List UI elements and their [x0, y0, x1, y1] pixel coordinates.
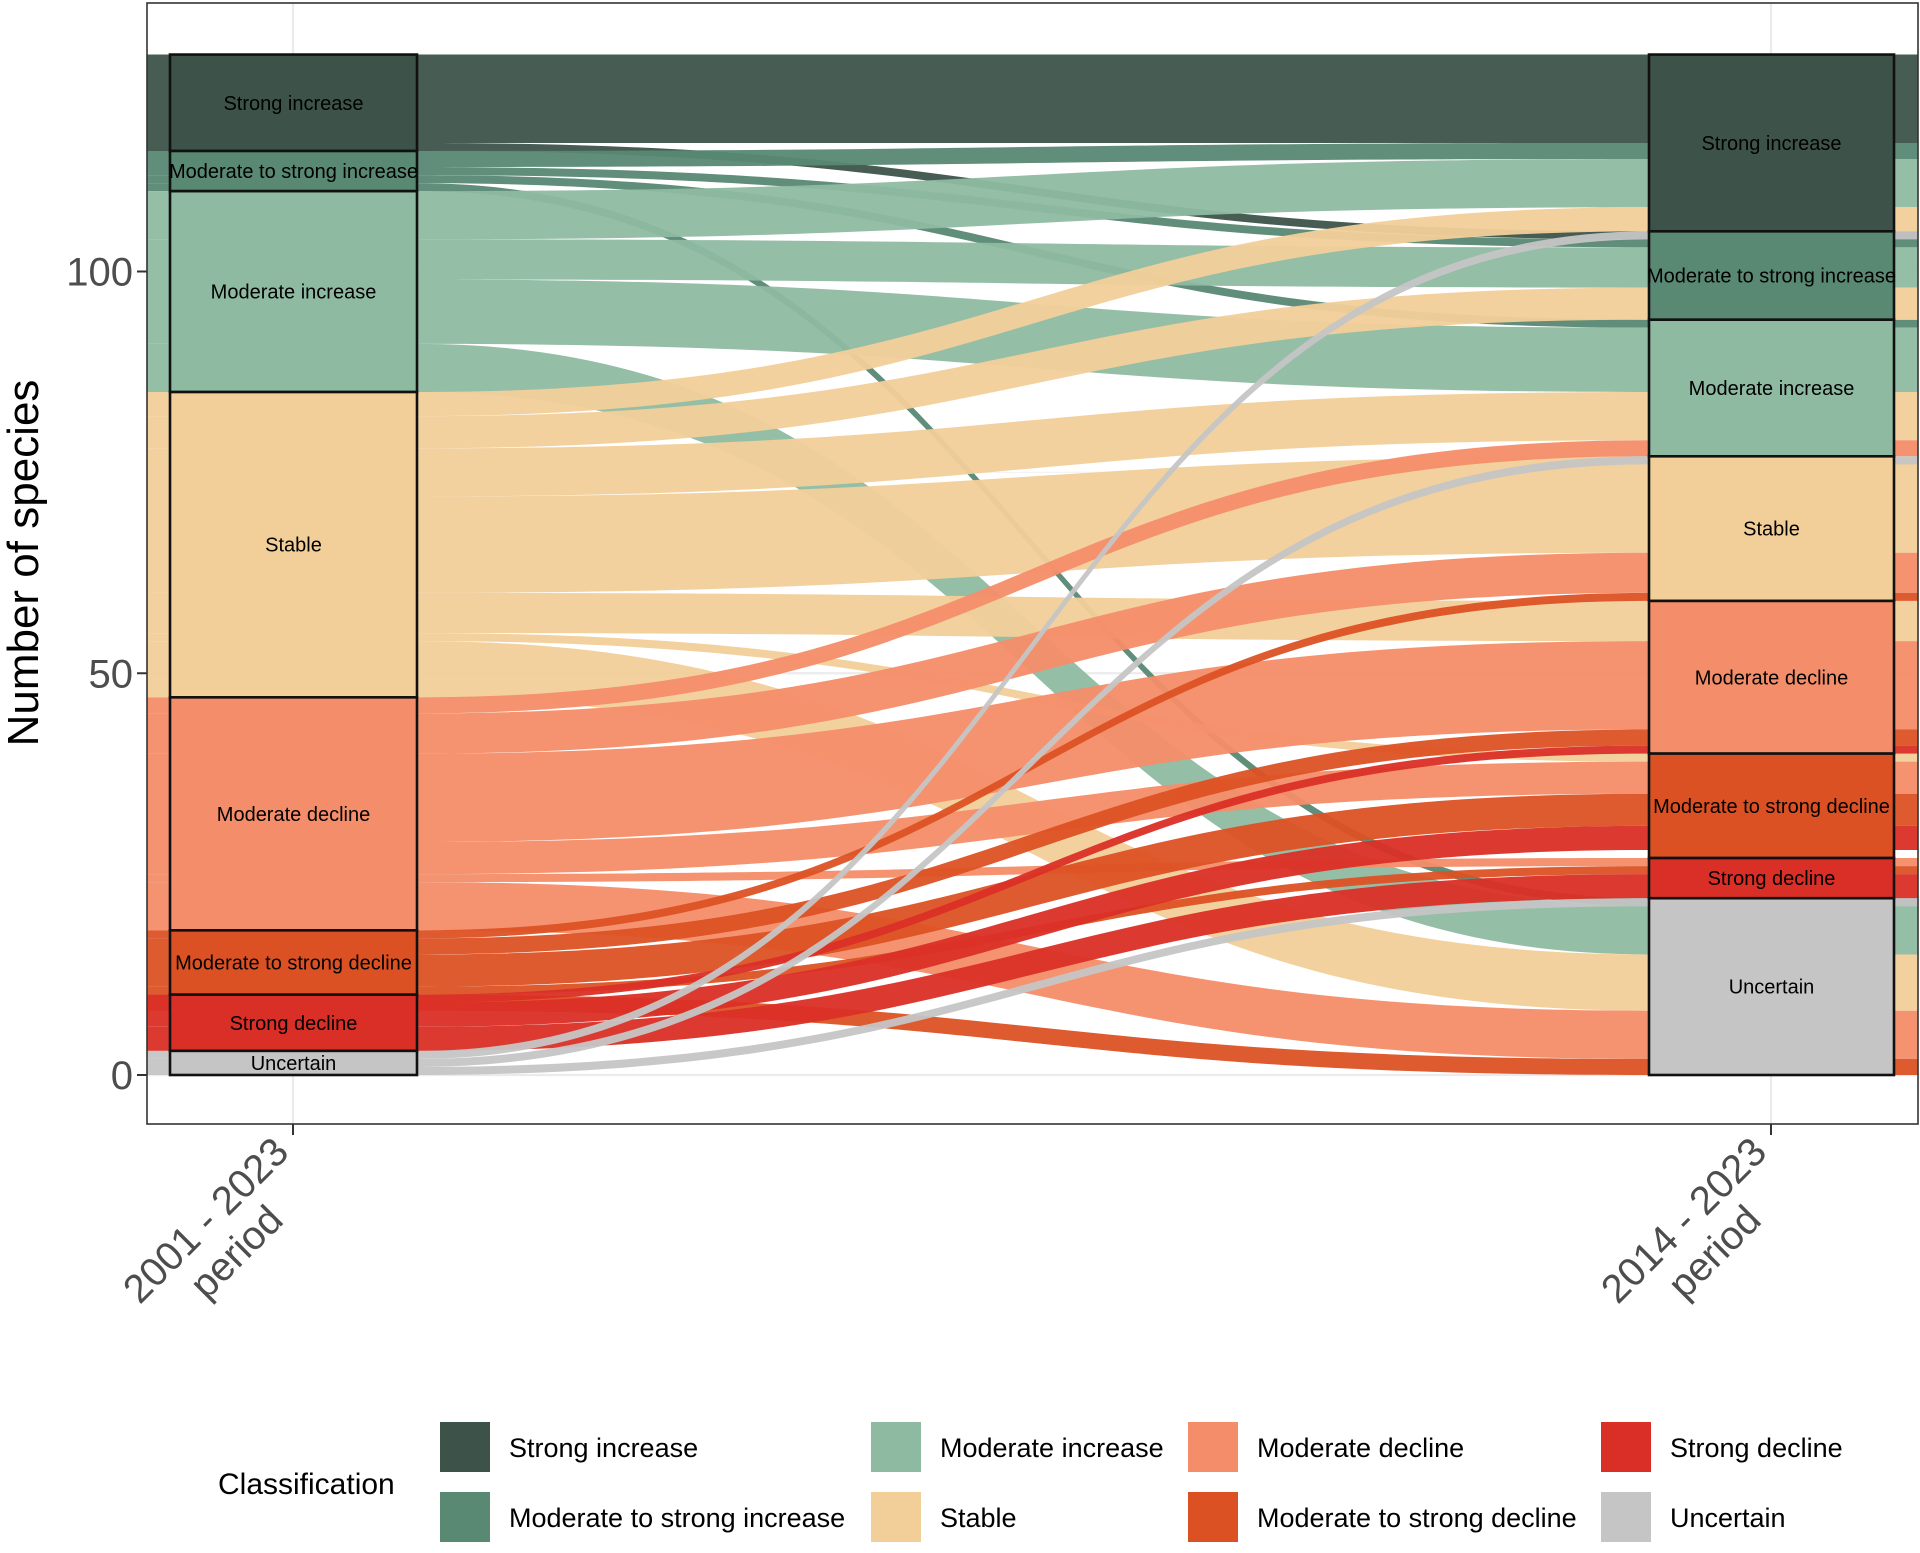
stratum-label-p2-msd: Moderate to strong decline [1653, 796, 1890, 818]
flow-st-to-st [147, 456, 1918, 593]
stratum-p2-msi [1647, 230, 1896, 322]
flow-un-to-sd [147, 898, 1918, 1075]
flow-si-to-si [147, 54, 1918, 143]
legend-key-md [1188, 1422, 1238, 1472]
flow-msd-to-msd [147, 793, 1918, 987]
flow-md-to-md [147, 641, 1918, 842]
flow-msi-to-si [147, 142, 1918, 168]
flow-sd-to-md [147, 745, 1918, 1003]
stratum-label-p2-md: Moderate decline [1695, 667, 1848, 689]
flow-md-to-msd [147, 761, 1918, 875]
flow-st-to-si [147, 207, 1918, 417]
legend-label-sd: Strong decline [1670, 1433, 1843, 1463]
y-tick-label: 0 [111, 1054, 133, 1098]
legend-key-sd [1601, 1422, 1651, 1472]
legend-label-msi: Moderate to strong increase [509, 1503, 845, 1533]
stratum-p1-si [168, 53, 419, 153]
legend-label-mi: Moderate increase [940, 1433, 1164, 1463]
stratum-p2-un [1647, 896, 1896, 1077]
stratum-p1-mi [168, 189, 419, 394]
legend-key-msd [1188, 1492, 1238, 1542]
y-axis-title: Number of species [0, 380, 48, 747]
stratum-p1-un [168, 1049, 419, 1077]
legend-key-un [1601, 1492, 1651, 1542]
stratum-label-p2-un: Uncertain [1729, 977, 1815, 999]
legend-key-mi [871, 1422, 921, 1472]
plot-frame [146, 2, 1919, 1125]
flow-un-to-si [147, 231, 1918, 1059]
legend-key-si [440, 1422, 490, 1472]
stratum-p2-md [1647, 599, 1896, 755]
flow-mi-to-si [147, 159, 1918, 240]
flow-mi-to-mi [147, 279, 1918, 393]
flow-md-to-mi [147, 440, 1918, 714]
flow-msd-to-un [147, 994, 1918, 1075]
stratum-label-p1-st: Stable [265, 535, 322, 557]
stratum-label-p2-sd: Strong decline [1708, 868, 1836, 890]
stratum-label-p2-msi: Moderate to strong increase [1647, 266, 1896, 288]
panel-border [146, 2, 1919, 1125]
stratum-p1-msd [168, 929, 419, 996]
flow-sd-to-msd [147, 825, 1918, 1027]
flow-st-to-mi [147, 392, 1918, 497]
legend: Classification Strong increase Moderate t… [218, 1422, 1843, 1542]
flow-md-to-st [147, 552, 1918, 754]
stratum-label-p1-sd: Strong decline [230, 1013, 358, 1035]
stratum-label-p1-si: Strong increase [223, 93, 363, 115]
y-tick-label: 100 [66, 251, 133, 295]
stratum-label-p2-mi: Moderate increase [1689, 378, 1855, 400]
legend-key-msi [440, 1492, 490, 1542]
stratum-label-p1-msd: Moderate to strong decline [175, 953, 412, 975]
stratum-p1-sd [168, 993, 419, 1053]
stratum-p2-msd [1647, 752, 1896, 860]
stratum-p1-st [168, 390, 419, 699]
legend-label-un: Uncertain [1670, 1503, 1786, 1533]
stratum-boxes: Strong increase Moderate to strong increa… [168, 53, 1896, 1077]
legend-label-st: Stable [940, 1503, 1017, 1533]
stratum-label-p1-un: Uncertain [251, 1053, 337, 1075]
flow-mi-to-msi [147, 239, 1918, 288]
legend-label-md: Moderate decline [1257, 1433, 1464, 1463]
stratum-p2-st [1647, 455, 1896, 603]
stratum-label-p1-mi: Moderate increase [211, 282, 377, 304]
flow-sd-to-sd [147, 874, 1918, 1051]
legend-label-si: Strong increase [509, 1433, 698, 1463]
flow-ribbons [147, 54, 1918, 1075]
flow-msd-to-md [147, 729, 1918, 955]
stratum-p2-mi [1647, 318, 1896, 458]
flow-md-to-sd [147, 858, 1918, 883]
flow-st-to-msd [147, 633, 1918, 762]
stratum-label-p1-md: Moderate decline [217, 804, 370, 826]
legend-title: Classification [218, 1468, 395, 1501]
stratum-label-p2-st: Stable [1743, 519, 1800, 541]
flow-st-to-msi [147, 287, 1918, 449]
stratum-label-p1-msi: Moderate to strong increase [169, 161, 418, 183]
flow-un-to-mi [147, 456, 1918, 1067]
stratum-label-p2-si: Strong increase [1701, 133, 1841, 155]
stratum-p1-md [168, 696, 419, 932]
y-tick-label: 50 [89, 652, 134, 696]
legend-label-msd: Moderate to strong decline [1257, 1503, 1577, 1533]
stratum-p1-msi [168, 149, 419, 193]
legend-key-st [871, 1492, 921, 1542]
